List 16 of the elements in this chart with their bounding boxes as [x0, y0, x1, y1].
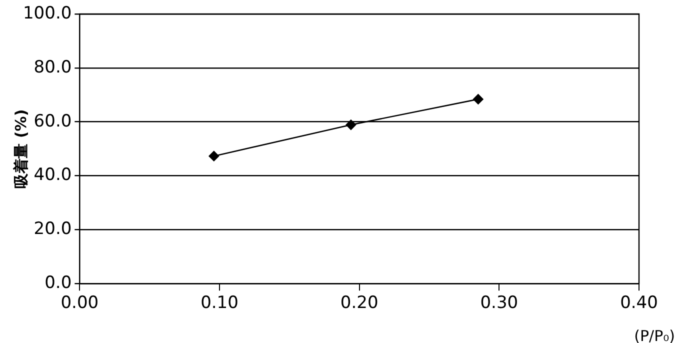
- y-tick-label: 40.0: [34, 165, 72, 186]
- x-tick-label: 0.00: [60, 293, 99, 314]
- y-tick-label: 80.0: [34, 57, 72, 78]
- y-axis-title: 吸着量 (%): [12, 109, 30, 188]
- y-tick-label: 0.0: [44, 273, 72, 294]
- x-tick-label: 0.40: [620, 293, 658, 314]
- x-tick-label: 0.10: [200, 293, 238, 314]
- x-axis-title: (P/P₀): [634, 326, 675, 343]
- point: [208, 150, 220, 162]
- y-tick-label: 60.0: [34, 111, 72, 132]
- x-tick-label: 0.20: [340, 293, 378, 314]
- y-tick-label: 20.0: [34, 219, 72, 240]
- x-tick-label: 0.30: [480, 293, 518, 314]
- point: [473, 94, 484, 104]
- point: [346, 120, 356, 130]
- y-tick-label: 100.0: [22, 3, 72, 24]
